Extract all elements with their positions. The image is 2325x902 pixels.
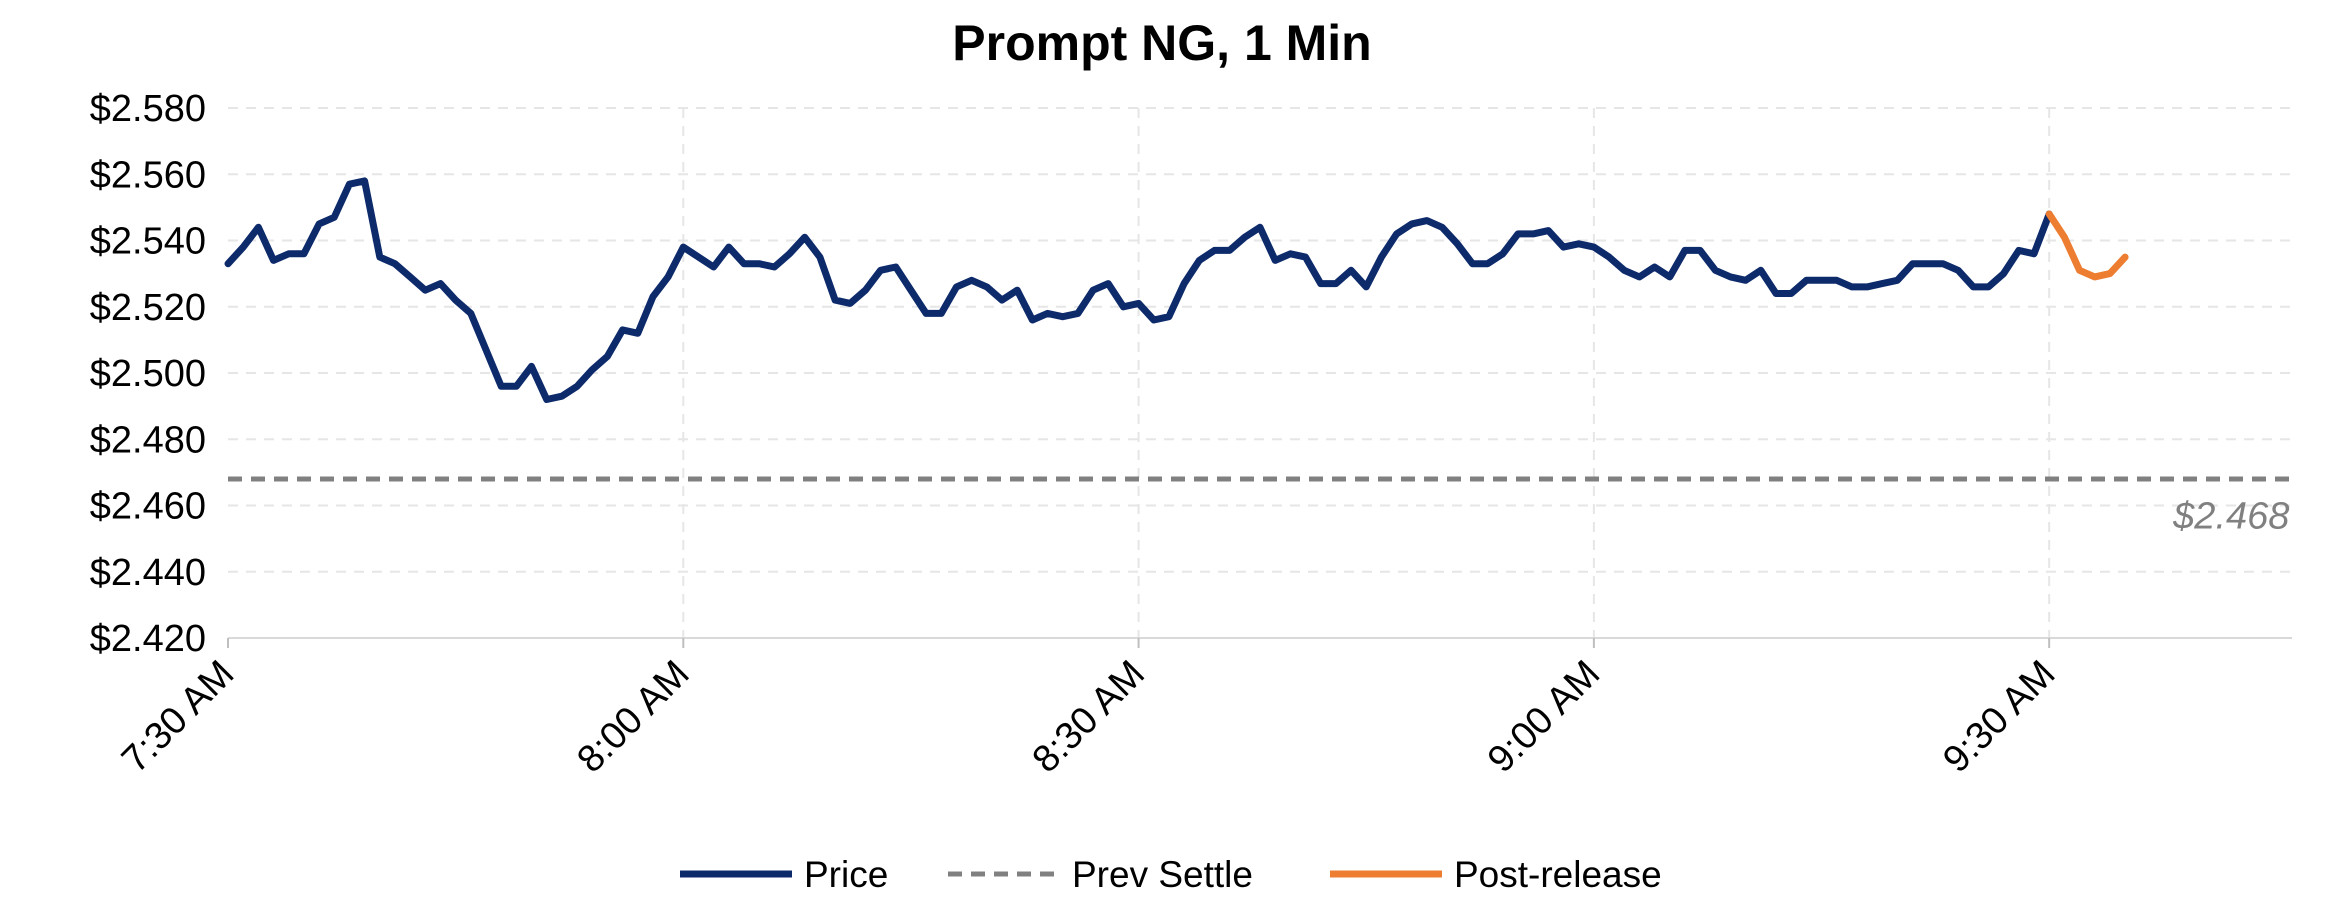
annotations: $2.468 (2172, 495, 2289, 537)
y-axis: $2.420 $2.440 $2.460 $2.480 $2.500 $2.520 $2.5… (90, 88, 206, 660)
legend-label: Price (804, 854, 888, 895)
x-tick-label: 7:30 AM (114, 653, 242, 781)
y-tick-label: $2.540 (90, 221, 206, 263)
y-tick-label: $2.580 (90, 88, 206, 130)
y-tick-label: $2.500 (90, 353, 206, 395)
legend-label: Prev Settle (1072, 854, 1253, 895)
x-tick-label: 8:30 AM (1025, 653, 1153, 781)
series-lines (224, 177, 2292, 482)
y-tick-label: $2.520 (90, 287, 206, 329)
y-tick-label: $2.440 (90, 552, 206, 594)
y-tick-label: $2.420 (90, 618, 206, 660)
series-line-post-release (2045, 210, 2129, 281)
x-tick-label: 8:00 AM (569, 653, 697, 781)
prev-settle-annotation: $2.468 (2172, 495, 2289, 537)
y-tick-label: $2.560 (90, 154, 206, 196)
x-tick-label: 9:00 AM (1480, 653, 1608, 781)
legend-label: Post-release (1454, 854, 1662, 895)
x-tick-label: 9:30 AM (1935, 653, 2063, 781)
series-line-price (224, 177, 2053, 403)
y-tick-label: $2.460 (90, 486, 206, 528)
legend: Price Prev Settle Post-release (680, 854, 1662, 895)
chart-title: Prompt NG, 1 Min (952, 15, 1371, 71)
gridlines (228, 107, 2292, 638)
y-tick-label: $2.480 (90, 419, 206, 461)
x-axis: 7:30 AM 8:00 AM 8:30 AM 9:00 AM 9:30 AM (114, 637, 2292, 781)
